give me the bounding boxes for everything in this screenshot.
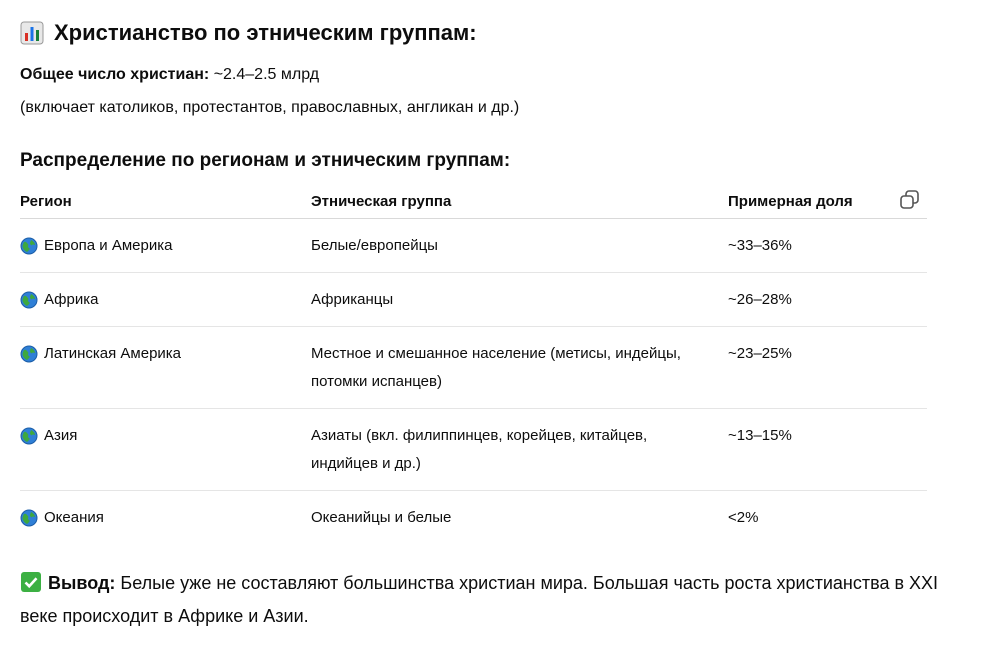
share: <2% bbox=[728, 509, 759, 526]
region: Азия bbox=[44, 427, 78, 444]
table-row: Азия Азиаты (вкл. филиппинцев, корейцев, … bbox=[20, 409, 927, 491]
region-cell: Латинская Америка bbox=[20, 340, 311, 396]
globe-icon bbox=[20, 345, 38, 363]
share: ~23–25% bbox=[728, 345, 792, 362]
title: Христианство по этническим группам: bbox=[20, 20, 477, 46]
region-cell: Океания bbox=[20, 504, 311, 532]
conclusion: Вывод: Белые уже не составляют большинст… bbox=[20, 567, 940, 633]
table: Регион Этническая группа Примерная доля … bbox=[20, 185, 927, 544]
ethnic-group: Океанийцы и белые bbox=[311, 509, 452, 526]
ethnic-group: Белые/европейцы bbox=[311, 237, 438, 254]
region: Африка bbox=[44, 291, 99, 308]
region-cell: Азия bbox=[20, 422, 311, 478]
header-cell: Регион bbox=[20, 193, 72, 210]
conclusion-text: Белые уже не составляют большинства хрис… bbox=[20, 573, 939, 626]
globe-icon bbox=[20, 427, 38, 445]
table-row: Европа и Америка Белые/европейцы ~33–36% bbox=[20, 219, 927, 273]
ethnic-group: Азиаты (вкл. филиппинцев, корейцев, кита… bbox=[311, 427, 648, 472]
region: Латинская Америка bbox=[44, 345, 182, 362]
ethnic-group: Африканцы bbox=[311, 291, 394, 308]
table-row: Латинская Америка Местное и смешанное нас… bbox=[20, 327, 927, 409]
summary-note: (включает католиков, протестантов, право… bbox=[20, 99, 520, 116]
summary: Общее число христиан: ~2.4–2.5 млрд bbox=[20, 66, 319, 84]
globe-icon bbox=[20, 237, 38, 255]
summary-value: ~2.4–2.5 млрд bbox=[213, 66, 320, 83]
region: Европа и Америка bbox=[44, 237, 173, 254]
share: ~26–28% bbox=[728, 291, 792, 308]
region-cell: Европа и Америка bbox=[20, 232, 311, 260]
chart-icon bbox=[20, 21, 44, 45]
copy-button[interactable] bbox=[899, 189, 921, 211]
region-cell: Африка bbox=[20, 286, 311, 314]
table-row: Африка Африканцы ~26–28% bbox=[20, 273, 927, 327]
table-row: Океания Океанийцы и белые <2% bbox=[20, 491, 927, 544]
conclusion-label: Вывод: bbox=[48, 573, 116, 593]
header-cell: Этническая группа bbox=[311, 193, 452, 210]
globe-icon bbox=[20, 509, 38, 527]
share: ~33–36% bbox=[728, 237, 792, 254]
section-title: Распределение по регионам и этническим г… bbox=[20, 150, 511, 171]
share: ~13–15% bbox=[728, 427, 792, 444]
table-header: Регион Этническая группа Примерная доля bbox=[20, 185, 927, 219]
summary-label: Общее число христиан: bbox=[20, 66, 210, 83]
check-icon bbox=[21, 572, 41, 592]
globe-icon bbox=[20, 291, 38, 309]
region: Океания bbox=[44, 509, 104, 526]
header-cell: Примерная доля bbox=[728, 193, 853, 210]
title-text: Христианство по этническим группам: bbox=[54, 20, 477, 45]
ethnic-group: Местное и смешанное население (метисы, и… bbox=[311, 345, 681, 390]
